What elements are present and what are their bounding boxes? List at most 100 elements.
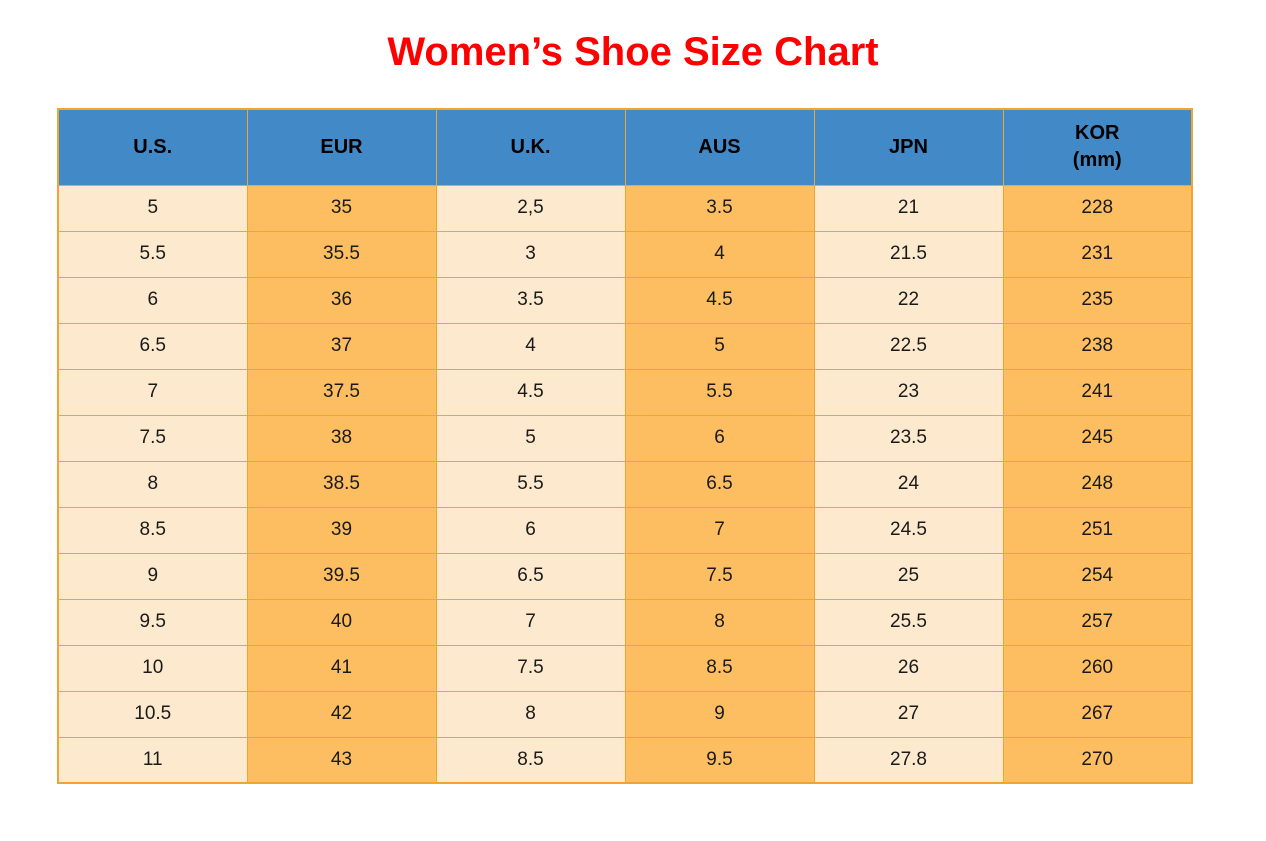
table-cell: 8 [624, 598, 815, 646]
table-cell: 36 [246, 276, 437, 324]
table-cell: 22.5 [813, 322, 1004, 370]
table-cell: 231 [1002, 230, 1193, 278]
header-label: U.S. [133, 135, 173, 158]
table-cell: 4 [435, 322, 626, 370]
table-cell: 248 [1002, 460, 1193, 508]
table-row: 10 41 7.5 8.5 26 260 [57, 644, 1193, 692]
table-cell: 10 [57, 644, 248, 692]
table-cell: 4.5 [435, 368, 626, 416]
table-cell: 23.5 [813, 414, 1004, 462]
table-cell: 2,5 [435, 184, 626, 232]
table-cell: 8.5 [57, 506, 248, 554]
page-title: Women’s Shoe Size Chart [387, 30, 879, 74]
table-cell: 6.5 [435, 552, 626, 600]
table-cell: 24 [813, 460, 1004, 508]
table-cell: 3.5 [624, 184, 815, 232]
table-cell: 228 [1002, 184, 1193, 232]
table-cell: 7 [624, 506, 815, 554]
table-cell: 5 [57, 184, 248, 232]
table-cell: 5 [435, 414, 626, 462]
table-cell: 6.5 [57, 322, 248, 370]
table-cell: 39 [246, 506, 437, 554]
header-cell-uk: U.K. [435, 108, 626, 186]
table-cell: 25.5 [813, 598, 1004, 646]
table-cell: 41 [246, 644, 437, 692]
header-cell-eur: EUR [246, 108, 437, 186]
table-row: 8 38.5 5.5 6.5 24 248 [57, 460, 1193, 508]
table-cell: 6 [435, 506, 626, 554]
table-cell: 8 [57, 460, 248, 508]
header-label: EUR [320, 135, 363, 158]
table-cell: 24.5 [813, 506, 1004, 554]
table-cell: 8 [435, 690, 626, 738]
table-header: U.S. EUR U.K. AUS JPN KOR (mm) [57, 108, 1193, 186]
table-cell: 7.5 [435, 644, 626, 692]
table-row: 7 37.5 4.5 5.5 23 241 [57, 368, 1193, 416]
table-cell: 23 [813, 368, 1004, 416]
table-cell: 6 [57, 276, 248, 324]
table-cell: 3 [435, 230, 626, 278]
table-row: 10.5 42 8 9 27 267 [57, 690, 1193, 738]
table-cell: 4 [624, 230, 815, 278]
table-row: 11 43 8.5 9.5 27.8 270 [57, 736, 1193, 784]
table-cell: 35.5 [246, 230, 437, 278]
table-cell: 251 [1002, 506, 1193, 554]
header-sublabel: (mm) [1072, 149, 1122, 172]
shoe-size-table: U.S. EUR U.K. AUS JPN KOR (mm) 5 35 2,5 3.5 21 228 5… [57, 108, 1193, 784]
table-cell: 267 [1002, 690, 1193, 738]
table-cell: 26 [813, 644, 1004, 692]
header-row: U.S. EUR U.K. AUS JPN KOR (mm) [57, 108, 1193, 186]
table-cell: 245 [1002, 414, 1193, 462]
table-cell: 238 [1002, 322, 1193, 370]
table-body: 5 35 2,5 3.5 21 228 5.5 35.5 3 4 21.5 231 6 36 3.5 4.5 2… [57, 184, 1193, 784]
table-cell: 25 [813, 552, 1004, 600]
table-cell: 11 [57, 736, 248, 784]
table-cell: 3.5 [435, 276, 626, 324]
table-cell: 38 [246, 414, 437, 462]
table-cell: 260 [1002, 644, 1193, 692]
table-cell: 22 [813, 276, 1004, 324]
table-cell: 38.5 [246, 460, 437, 508]
table-row: 6.5 37 4 5 22.5 238 [57, 322, 1193, 370]
table-cell: 35 [246, 184, 437, 232]
table-cell: 9.5 [624, 736, 815, 784]
table-row: 6 36 3.5 4.5 22 235 [57, 276, 1193, 324]
header-cell-us: U.S. [57, 108, 248, 186]
table-cell: 5 [624, 322, 815, 370]
header-cell-jpn: JPN [813, 108, 1004, 186]
table-cell: 27 [813, 690, 1004, 738]
table-cell: 5.5 [435, 460, 626, 508]
table-cell: 10.5 [57, 690, 248, 738]
table-cell: 9 [57, 552, 248, 600]
header-cell-aus: AUS [624, 108, 815, 186]
table-cell: 6.5 [624, 460, 815, 508]
table-cell: 42 [246, 690, 437, 738]
table-cell: 6 [624, 414, 815, 462]
table-cell: 270 [1002, 736, 1193, 784]
header-label: JPN [889, 135, 928, 158]
header-cell-kor: KOR (mm) [1002, 108, 1193, 186]
table-row: 5 35 2,5 3.5 21 228 [57, 184, 1193, 232]
table-cell: 27.8 [813, 736, 1004, 784]
table-row: 7.5 38 5 6 23.5 245 [57, 414, 1193, 462]
table-cell: 7.5 [624, 552, 815, 600]
table-cell: 21 [813, 184, 1004, 232]
table-cell: 9.5 [57, 598, 248, 646]
header-label: U.K. [510, 135, 551, 158]
table-cell: 257 [1002, 598, 1193, 646]
table-cell: 5.5 [624, 368, 815, 416]
table-cell: 43 [246, 736, 437, 784]
table-row: 9 39.5 6.5 7.5 25 254 [57, 552, 1193, 600]
table-cell: 8.5 [435, 736, 626, 784]
header-label: KOR [1075, 122, 1120, 145]
header-label: AUS [698, 135, 741, 158]
table-cell: 7.5 [57, 414, 248, 462]
table-cell: 254 [1002, 552, 1193, 600]
table-cell: 7 [57, 368, 248, 416]
table-cell: 241 [1002, 368, 1193, 416]
table-cell: 39.5 [246, 552, 437, 600]
table-row: 5.5 35.5 3 4 21.5 231 [57, 230, 1193, 278]
table-cell: 40 [246, 598, 437, 646]
table-cell: 37 [246, 322, 437, 370]
